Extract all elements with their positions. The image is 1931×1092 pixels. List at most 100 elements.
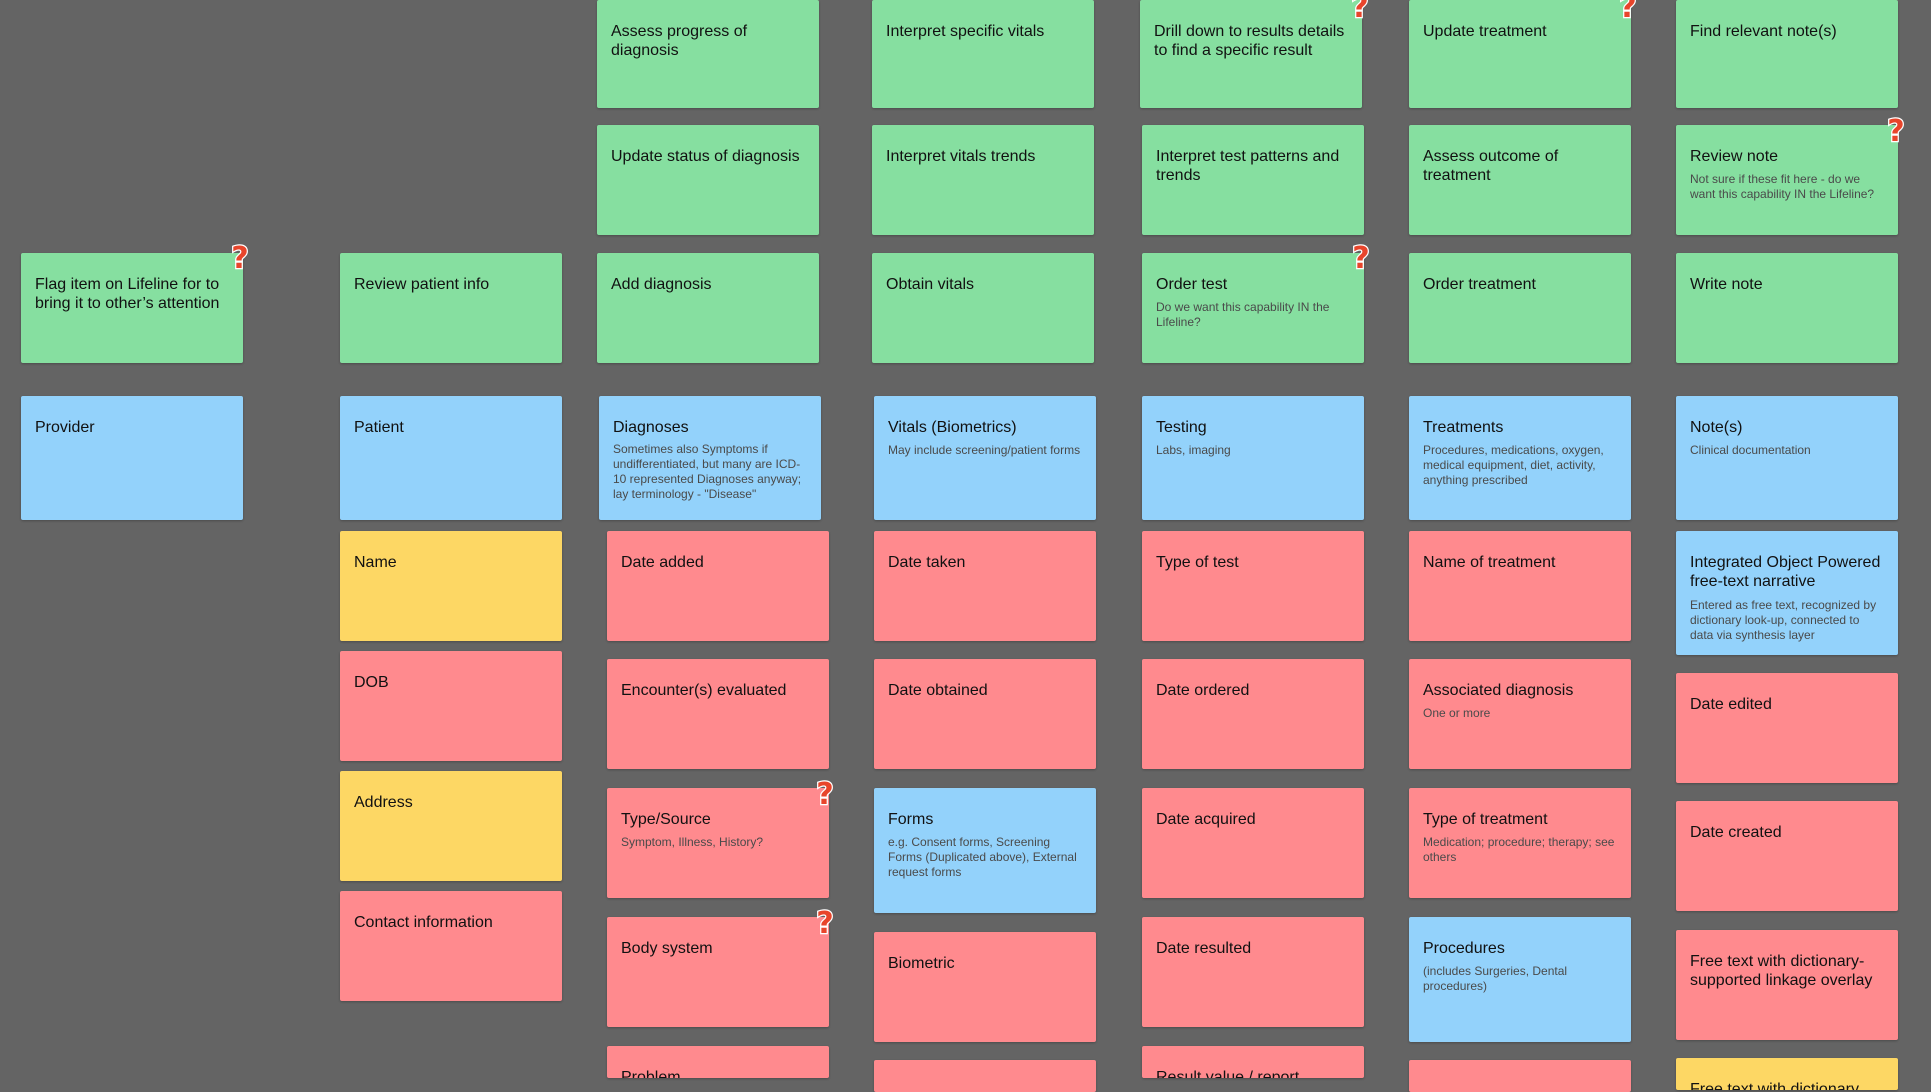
- sticky-address[interactable]: Address: [340, 771, 562, 881]
- sticky-review-patient-info[interactable]: Review patient info: [340, 253, 562, 363]
- sticky-notes[interactable]: Note(s) Clinical documentation: [1676, 396, 1898, 520]
- sticky-title: Name of treatment: [1423, 554, 1556, 571]
- sticky-title: Name: [354, 554, 397, 571]
- question-mark-glyph: ?: [1351, 0, 1368, 24]
- sticky-find-relevant-notes[interactable]: Find relevant note(s): [1676, 0, 1898, 108]
- sticky-title: Interpret specific vitals: [886, 23, 1045, 40]
- sticky-contact-information[interactable]: Contact information: [340, 891, 562, 1001]
- sticky-type-of-treatment[interactable]: Type of treatment Medication; procedure;…: [1409, 788, 1631, 898]
- sticky-interpret-vitals-trends[interactable]: Interpret vitals trends: [872, 125, 1094, 235]
- sticky-biometric[interactable]: Biometric: [874, 932, 1096, 1042]
- sticky-title: Find relevant note(s): [1690, 23, 1837, 40]
- question-mark-icon: ?: [1618, 0, 1638, 24]
- sticky-date-resulted[interactable]: Date resulted: [1142, 917, 1364, 1027]
- sticky-date-taken[interactable]: Date taken: [874, 531, 1096, 641]
- sticky-title: Testing: [1156, 419, 1207, 436]
- sticky-title: Note(s): [1690, 419, 1743, 436]
- sticky-title: Associated diagnosis: [1423, 682, 1574, 699]
- sticky-provider[interactable]: Provider: [21, 396, 243, 520]
- sticky-order-treatment[interactable]: Order treatment: [1409, 253, 1631, 363]
- sticky-title: Integrated Object Powered free-text narr…: [1690, 554, 1881, 590]
- sticky-flag-item[interactable]: Flag item on Lifeline for to bring it to…: [21, 253, 243, 363]
- sticky-subtitle: May include screening/patient forms: [888, 443, 1081, 457]
- sticky-title: Free text with dictionary-supported link…: [1690, 953, 1873, 989]
- sticky-free-text-linkage[interactable]: Free text with dictionary-supported link…: [1676, 930, 1898, 1040]
- sticky-update-treatment[interactable]: Update treatment: [1409, 0, 1631, 108]
- sticky-title: Review note: [1690, 148, 1779, 165]
- sticky-forms[interactable]: Forms e.g. Consent forms, Screening Form…: [874, 788, 1096, 913]
- sticky-title: Date ordered: [1156, 682, 1250, 699]
- sticky-problem[interactable]: Problem: [607, 1046, 829, 1078]
- sticky-date-added[interactable]: Date added: [607, 531, 829, 641]
- sticky-date-acquired[interactable]: Date acquired: [1142, 788, 1364, 898]
- question-mark-glyph: ?: [1352, 241, 1369, 275]
- sticky-treatments-partial[interactable]: [1409, 1060, 1631, 1092]
- sticky-interpret-test-patterns[interactable]: Interpret test patterns and trends: [1142, 125, 1364, 235]
- sticky-title: Order treatment: [1423, 276, 1536, 293]
- sticky-date-edited[interactable]: Date edited: [1676, 673, 1898, 783]
- sticky-testing[interactable]: Testing Labs, imaging: [1142, 396, 1364, 520]
- sticky-dob[interactable]: DOB: [340, 651, 562, 761]
- sticky-title: Encounter(s) evaluated: [621, 682, 787, 699]
- sticky-subtitle: Labs, imaging: [1156, 443, 1231, 457]
- sticky-associated-diagnosis[interactable]: Associated diagnosis One or more: [1409, 659, 1631, 769]
- sticky-assess-outcome-of-treatment[interactable]: Assess outcome of treatment: [1409, 125, 1631, 235]
- sticky-title: Update status of diagnosis: [611, 148, 800, 165]
- sticky-body-system[interactable]: Body system: [607, 917, 829, 1027]
- question-mark-glyph: ?: [231, 241, 248, 275]
- sticky-name-of-treatment[interactable]: Name of treatment: [1409, 531, 1631, 641]
- question-mark-glyph: ?: [1619, 0, 1636, 24]
- sticky-date-ordered[interactable]: Date ordered: [1142, 659, 1364, 769]
- sticky-date-obtained[interactable]: Date obtained: [874, 659, 1096, 769]
- sticky-procedures[interactable]: Procedures (includes Surgeries, Dental p…: [1409, 917, 1631, 1042]
- sticky-treatments[interactable]: Treatments Procedures, medications, oxyg…: [1409, 396, 1631, 520]
- sticky-assess-progress-of-diagnosis[interactable]: Assess progress of diagnosis: [597, 0, 819, 108]
- sticky-write-note[interactable]: Write note: [1676, 253, 1898, 363]
- sticky-title: Interpret vitals trends: [886, 148, 1036, 165]
- sticky-subtitle: Entered as free text, recognized by dict…: [1690, 598, 1877, 642]
- sticky-free-text-dictionary[interactable]: Free text with dictionary: [1676, 1058, 1898, 1090]
- sticky-name[interactable]: Name: [340, 531, 562, 641]
- sticky-patient[interactable]: Patient: [340, 396, 562, 520]
- sticky-title: Free text with dictionary: [1690, 1081, 1859, 1090]
- sticky-integrated-object[interactable]: Integrated Object Powered free-text narr…: [1676, 531, 1898, 655]
- sticky-title: Patient: [354, 419, 404, 436]
- sticky-title: Order test: [1156, 276, 1228, 293]
- sticky-title: Date resulted: [1156, 940, 1252, 957]
- sticky-diagnoses[interactable]: Diagnoses Sometimes also Symptoms if und…: [599, 396, 821, 520]
- sticky-title: Body system: [621, 940, 713, 957]
- sticky-interpret-specific-vitals[interactable]: Interpret specific vitals: [872, 0, 1094, 108]
- question-mark-icon: ?: [230, 241, 250, 275]
- sticky-title: Interpret test patterns and trends: [1156, 148, 1340, 184]
- sticky-result-value-report[interactable]: Result value / report: [1142, 1046, 1364, 1078]
- sticky-title: Procedures: [1423, 940, 1505, 957]
- sticky-title: Date added: [621, 554, 704, 571]
- question-mark-icon: ?: [1350, 0, 1370, 24]
- sticky-drill-down-results[interactable]: Drill down to results details to find a …: [1140, 0, 1362, 108]
- sticky-date-created[interactable]: Date created: [1676, 801, 1898, 911]
- question-mark-icon: ?: [815, 777, 835, 811]
- sticky-add-diagnosis[interactable]: Add diagnosis: [597, 253, 819, 363]
- sticky-title: Type of treatment: [1423, 811, 1548, 828]
- sticky-review-note[interactable]: Review note Not sure if these fit here -…: [1676, 125, 1898, 235]
- sticky-encounters-evaluated[interactable]: Encounter(s) evaluated: [607, 659, 829, 769]
- question-mark-glyph: ?: [1887, 114, 1904, 148]
- sticky-title: Review patient info: [354, 276, 490, 293]
- sticky-title: Obtain vitals: [886, 276, 975, 293]
- sticky-title: Result value / report: [1156, 1069, 1300, 1078]
- sticky-vitals[interactable]: Vitals (Biometrics) May include screenin…: [874, 396, 1096, 520]
- sticky-vitals-partial[interactable]: [874, 1060, 1096, 1092]
- sticky-obtain-vitals[interactable]: Obtain vitals: [872, 253, 1094, 363]
- sticky-subtitle: Not sure if these fit here - do we want …: [1690, 172, 1875, 201]
- sticky-title: Problem: [621, 1069, 681, 1078]
- sticky-type-of-test[interactable]: Type of test: [1142, 531, 1364, 641]
- sticky-type-source[interactable]: Type/Source Symptom, Illness, History?: [607, 788, 829, 898]
- sticky-title: Treatments: [1423, 419, 1504, 436]
- sticky-order-test[interactable]: Order test Do we want this capability IN…: [1142, 253, 1364, 363]
- sticky-subtitle: Sometimes also Symptoms if undifferentia…: [613, 442, 802, 501]
- sticky-title: Date edited: [1690, 696, 1772, 713]
- sticky-update-status-of-diagnosis[interactable]: Update status of diagnosis: [597, 125, 819, 235]
- sticky-title: Type/Source: [621, 811, 711, 828]
- sticky-title: Date taken: [888, 554, 966, 571]
- sticky-title: Biometric: [888, 955, 955, 972]
